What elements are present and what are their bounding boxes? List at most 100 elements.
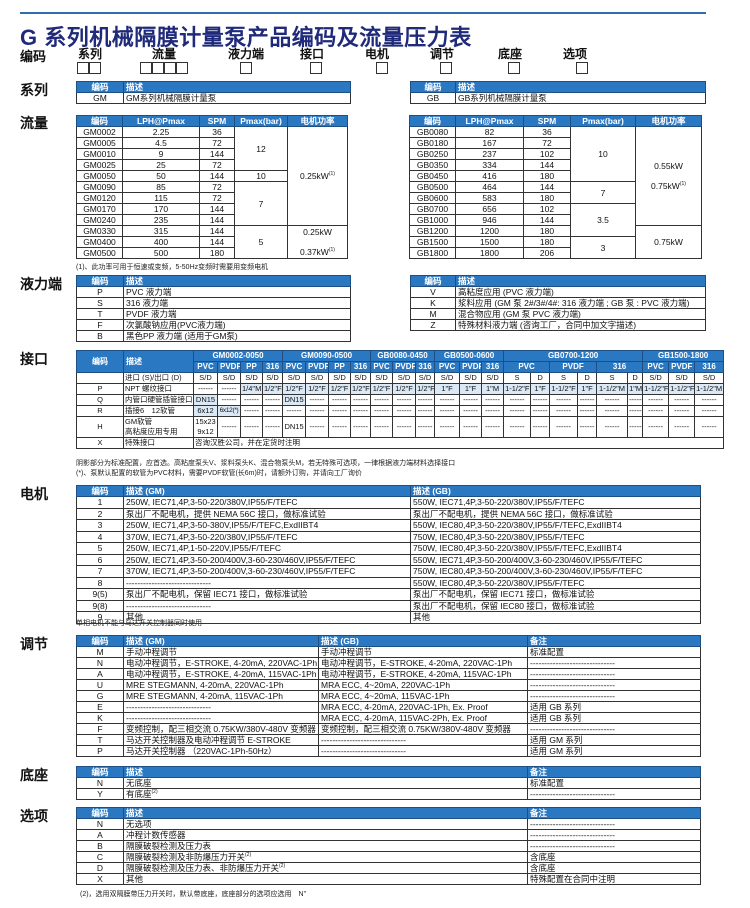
- remark-cell: ------------------------------: [527, 818, 701, 830]
- gm-description-cell: 泵出厂不配电机，保留 IEC71 接口，做标准试验: [123, 588, 411, 601]
- column-header: 编码: [409, 115, 456, 127]
- connection-size-cell: ------: [642, 394, 670, 406]
- model-code: GM0002: [76, 126, 123, 138]
- code-input-box[interactable]: [164, 62, 176, 74]
- connection-row: 进口 (S)/出口 (D) S/D S/D S/D S/D S/D S/D S/D S/D S/D…: [76, 372, 725, 384]
- code-cell: D: [76, 862, 124, 874]
- flow-lph: 50: [122, 170, 200, 182]
- description-cell: 次氯酸钠应用(PVC液力端): [123, 319, 351, 331]
- code-input-box[interactable]: [176, 62, 188, 74]
- code-input-box[interactable]: [89, 62, 101, 74]
- code-field-boxes: [77, 62, 101, 74]
- code-input-box[interactable]: [576, 62, 588, 74]
- remark-cell: 适用 GB 系列: [527, 701, 701, 713]
- section-label-flow: 流量: [20, 115, 48, 131]
- code-cell: 6: [76, 553, 124, 566]
- connection-size-cell: ------: [328, 405, 352, 417]
- connection-size-cell: ------: [415, 405, 436, 417]
- code-input-box[interactable]: [440, 62, 452, 74]
- section-label-control: 调节: [20, 636, 48, 652]
- description-cell: 316 液力端: [123, 297, 351, 309]
- connection-size-cell: ------: [392, 394, 417, 406]
- connection-size-cell: 1/2"F: [261, 383, 284, 395]
- code-input-box[interactable]: [508, 62, 520, 74]
- material-header: PP: [240, 361, 263, 373]
- gm-description-cell: 手动冲程调节: [123, 646, 319, 658]
- gm-description-cell: 马达开关控制器及电动冲程调节 E-STROKE: [123, 734, 319, 746]
- connection-size-cell: ------: [530, 416, 551, 438]
- connection-size-cell: S/D: [328, 372, 352, 384]
- flow-lph: 235: [122, 214, 200, 226]
- table-row: GM GM系列机械隔膜计量泵: [76, 92, 351, 104]
- column-header: 描述: [455, 81, 706, 93]
- table-row: T PVDF 液力端: [76, 308, 351, 320]
- motor-power-cell: 0.55kW 0.75kW(1): [635, 126, 702, 226]
- motor-row: 7 370W, IEC71,4P,3-50-200/400V,3-60-230/4…: [76, 565, 701, 578]
- flow-table-gm: 编码 LPH@Pmax SPM Pmax(bar) 电机功率 GM0002 2.25 36 12…: [76, 115, 348, 259]
- code-cell: A: [76, 668, 124, 680]
- connection-size-cell: ------: [328, 394, 352, 406]
- gm-description-cell: 变频控制，配三相交流 0.75KW/380V-480V 变频器: [123, 723, 319, 735]
- pmax-cell: 7: [234, 181, 288, 226]
- code-cell: 7: [76, 565, 124, 578]
- superscript-note: (1): [679, 181, 686, 187]
- flow-table-gb: 编码 LPH@Pmax SPM Pmax(bar) 电机功率 GB0080 82 36 10 0.…: [409, 115, 702, 259]
- motor-row: 1 250W, IEC71,4P,3-50-220/380V,IP55/F/TEF…: [76, 496, 701, 509]
- spm: 180: [523, 236, 571, 248]
- code-cell: 9(5): [76, 588, 124, 601]
- pmax-cell: 7: [570, 181, 636, 204]
- superscript-note: (1): [328, 247, 335, 253]
- header-row: 编码 描述: [76, 81, 351, 93]
- remark-cell: ------------------------------: [527, 679, 701, 691]
- code-input-box[interactable]: [152, 62, 164, 74]
- description-cell: 隔膜破裂检测及压力表: [123, 840, 528, 852]
- connection-row: H GM软管 高粘度应用专用 15x23 9x12 ------ ------ ------ D…: [76, 416, 725, 438]
- flow-lph: 167: [455, 137, 524, 149]
- code-cell: P: [76, 286, 124, 298]
- group-header-row: 编码 描述 GM0002-0050 GM0090-0500 GB0080-0450 GB0…: [76, 350, 725, 373]
- motor-row: 9(5) 泵出厂不配电机，保留 IEC71 接口，做标准试验 泵出厂不配电机，保留 …: [76, 588, 701, 601]
- model-code: GM0005: [76, 137, 123, 149]
- flow-lph: 464: [455, 181, 524, 193]
- connection-size-cell: ------: [305, 405, 330, 417]
- connection-table: 编码 描述 GM0002-0050 GM0090-0500 GB0080-0450 GB0…: [76, 350, 725, 449]
- code-cell: G: [76, 690, 124, 702]
- flow-row: GB1500 1500 180 3: [409, 236, 702, 259]
- code-input-box[interactable]: [140, 62, 152, 74]
- code-field-label: 系列: [78, 47, 103, 61]
- header-row: 编码 描述: [76, 275, 351, 287]
- gm-description-cell: 370W, IEC71,4P,3-50-200/400V,3-60-230/46…: [123, 565, 411, 578]
- options-row: X 其他 特殊配置在合同中注明: [76, 873, 701, 885]
- control-row: E ------------------------------ MRA ECC, …: [76, 701, 701, 713]
- gm-description-cell: 250W, IEC71,4P,3-50-220/380V,IP55/F/TEFC: [123, 496, 411, 509]
- connection-size-cell: ------: [459, 394, 483, 406]
- code-input-box[interactable]: [240, 62, 252, 74]
- pmax-cell: 10: [570, 126, 636, 182]
- connection-size-cell: S/D: [415, 372, 436, 384]
- base-table: 编码 描述 备注 N 无底座 标准配置 Y 有底座(2) -------------------…: [76, 766, 701, 800]
- remark-cell: ------------------------------: [527, 788, 701, 800]
- code-input-box[interactable]: [77, 62, 89, 74]
- code-input-box[interactable]: [310, 62, 322, 74]
- model-code: GB0500: [409, 181, 456, 193]
- table-row: M 混合物应用 (GM 泵 PVC 液力端): [410, 308, 706, 320]
- connection-size-cell: S/D: [434, 372, 461, 384]
- gm-description-cell: MRE STEGMANN, 4-20mA, 220VAC-1Ph: [123, 679, 319, 691]
- remark-cell: ------------------------------: [527, 690, 701, 702]
- model-code: GB0180: [409, 137, 456, 149]
- code-input-box[interactable]: [376, 62, 388, 74]
- spm: 144: [523, 181, 571, 193]
- code-field-label: 底座: [498, 47, 523, 61]
- gm-description-cell: 泵出厂不配电机，提供 NEMA 56C 接口，做标准试验: [123, 507, 411, 520]
- connection-size-cell: S/D: [370, 372, 394, 384]
- remark-cell: ------------------------------: [527, 829, 701, 841]
- material-header: 316: [350, 361, 372, 373]
- remark-cell: 适用 GB 系列: [527, 712, 701, 724]
- code-cell: Z: [410, 319, 456, 331]
- flow-row: GB0500 464 144 7: [409, 181, 702, 204]
- header-row: 编码 描述 (GM) 描述 (GB): [76, 485, 701, 497]
- motor-row: 3 250W, IEC71,4P,3-50-380V,IP55/F/TEFC,Ex…: [76, 519, 701, 532]
- model-code: GM0010: [76, 148, 123, 160]
- section-label-base: 底座: [20, 767, 48, 783]
- connection-size-cell: ------: [577, 416, 598, 438]
